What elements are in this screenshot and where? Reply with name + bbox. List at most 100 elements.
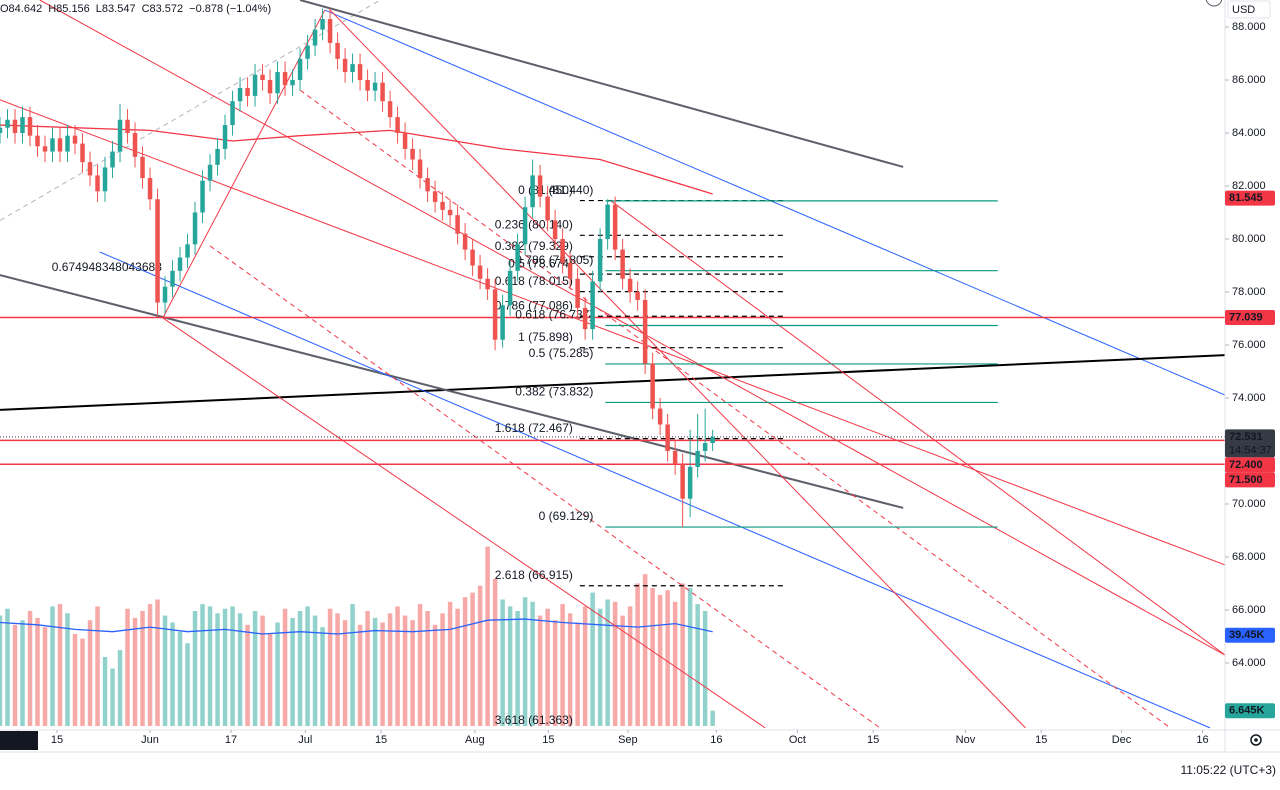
candle-body [440, 201, 445, 210]
candle-body [500, 305, 505, 340]
volume-bar [207, 606, 213, 726]
candle-body [140, 156, 145, 179]
volume-bar [372, 617, 378, 726]
candle-body [590, 281, 595, 330]
volume-bar [350, 604, 355, 726]
volume-bar [440, 613, 445, 726]
candle-body [635, 292, 640, 300]
volume-bar [357, 624, 363, 726]
candle-body [162, 286, 168, 303]
trend-line [609, 199, 1225, 656]
volume-bar [605, 599, 610, 726]
fib-label: 1 (75.898) [518, 330, 573, 344]
x-tick-label: 15 [867, 734, 879, 746]
candle-body [267, 80, 273, 94]
volume-bar [312, 615, 318, 726]
volume-bar [290, 617, 295, 726]
candle-body [200, 180, 205, 213]
fib-label: 1 (81.440) [539, 183, 594, 197]
settings-icon-dot [1254, 738, 1258, 742]
volume-bar [462, 597, 468, 726]
trend-line [329, 9, 1026, 729]
trend-line [39, 0, 1225, 656]
settings-icon[interactable] [1250, 734, 1262, 746]
price-label-box [1225, 429, 1275, 458]
price-label-box [1225, 457, 1275, 473]
candle-body [185, 244, 190, 258]
trend-line [324, 9, 1225, 396]
candle-body [462, 233, 468, 250]
candle-body [230, 101, 235, 126]
volume-bar [125, 608, 130, 726]
volume-bar [590, 592, 595, 726]
fib-label: 3.618 (61.363) [495, 713, 573, 727]
candle-body [432, 191, 438, 202]
candle-body [597, 239, 603, 282]
volume-bar [432, 624, 438, 726]
y-tick-label: 84.000 [1232, 127, 1266, 139]
trend-line [299, 0, 904, 168]
candle-body [710, 436, 715, 444]
candle-body [477, 265, 483, 279]
volume-bar [275, 622, 280, 726]
volume-bar [597, 608, 603, 726]
candle-body [102, 167, 108, 192]
volume-bar [582, 606, 588, 726]
candle-body [425, 178, 430, 192]
volume-bar [27, 611, 33, 726]
candle-body [80, 143, 85, 163]
candle-body [417, 159, 423, 179]
candle-body [237, 87, 243, 102]
candle-body [42, 146, 48, 152]
volume-label-box [1225, 627, 1275, 643]
candle-body [207, 164, 213, 181]
candle-body [620, 249, 625, 279]
fib-label: 0.618 (76.737) [515, 308, 593, 322]
x-tick-label: Sep [618, 734, 638, 746]
line-label: 0.674948348043683 [52, 260, 162, 274]
volume-bar [395, 606, 400, 726]
volume-bar [515, 611, 520, 726]
candle-body [132, 133, 138, 157]
volume-bar [110, 668, 115, 726]
currency[interactable]: USD [1232, 4, 1255, 16]
volume-label-box [1225, 703, 1275, 719]
candle-body [695, 450, 700, 467]
candle-body [530, 175, 535, 208]
volume-bar [672, 601, 678, 726]
volume-bar [575, 622, 580, 726]
menu-icon[interactable] [1205, 0, 1223, 7]
volume-bar [620, 615, 625, 726]
candle-body [402, 133, 408, 149]
volume-bar [237, 613, 243, 726]
volume-bar [327, 608, 333, 726]
ohlc-value: O84.642 [0, 3, 42, 15]
x-tick-label: Jun [141, 734, 159, 746]
volume-bar [702, 611, 708, 726]
x-tick-label: 15 [51, 734, 63, 746]
price-label: 72.531 [1229, 431, 1263, 443]
price-label-box [1225, 190, 1275, 206]
candle-body [672, 450, 678, 465]
ohlc-value: C83.572 [142, 3, 184, 15]
candle-body [702, 443, 708, 451]
x-tick-label: Aug [465, 734, 485, 746]
volume-bar [635, 583, 640, 726]
volume-bar [35, 617, 40, 726]
candle-body [5, 119, 10, 128]
candle-body [117, 119, 123, 152]
candle-body [342, 58, 348, 73]
x-tick-label: 16 [710, 734, 722, 746]
candle-body [222, 125, 228, 149]
candle-body [177, 257, 183, 271]
volume-bar [305, 606, 310, 726]
volume-bar [627, 606, 633, 726]
x-tick-label: ay '24 [3, 734, 34, 746]
currency-button[interactable] [1227, 0, 1271, 19]
candle-body [605, 204, 610, 240]
volume-bar [387, 613, 393, 726]
x-tick-label: Dec [1112, 734, 1132, 746]
candle-body [275, 72, 280, 94]
volume-bar [642, 574, 648, 726]
